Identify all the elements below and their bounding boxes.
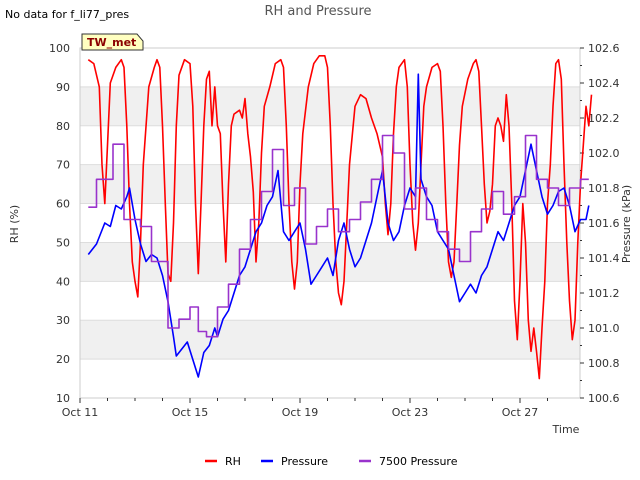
x-axis-label: Time: [552, 423, 580, 436]
series-lines: [87, 54, 593, 380]
y-left-tick-label: 80: [56, 120, 70, 133]
grid-bands: [80, 47, 580, 399]
y-left-tick-label: 30: [56, 314, 70, 327]
x-axis: Oct 11 Oct 15 Oct 19 Oct 23 Oct 27: [62, 398, 548, 419]
y-right-tick-label: 102.6: [588, 42, 620, 55]
y-left-tick-label: 100: [49, 42, 70, 55]
series-line: [87, 54, 593, 380]
chart-title: RH and Pressure: [264, 4, 371, 19]
x-tick-label: Oct 11: [62, 406, 99, 419]
y-left-tick-label: 90: [56, 81, 70, 94]
series-line: [88, 134, 589, 338]
y-axis-left: 10 20 30 40 50 60 70 80 90 100: [49, 42, 70, 405]
y-right-tick-label: 100.6: [588, 392, 620, 405]
no-data-note: No data for f_li77_pres: [5, 8, 129, 21]
y-right-tick-label: 102.0: [588, 147, 620, 160]
legend-label: 7500 Pressure: [379, 455, 458, 468]
grid-band: [80, 320, 580, 360]
y-left-tick-label: 20: [56, 353, 70, 366]
y-axis-right-label: Pressure (kPa): [620, 185, 633, 263]
y-right-tick-label: 102.4: [588, 77, 620, 90]
y-right-tick-label: 101.6: [588, 217, 620, 230]
x-tick-label: Oct 27: [502, 406, 539, 419]
y-left-tick-label: 70: [56, 159, 70, 172]
site-label: TW_met: [87, 36, 136, 49]
y-right-tick-label: 101.2: [588, 287, 620, 300]
legend-label: Pressure: [281, 455, 328, 468]
x-tick-label: Oct 19: [282, 406, 319, 419]
x-tick-label: Oct 23: [392, 406, 429, 419]
y-axis-right: 100.6 100.8 101.0 101.2 101.4 101.6 101.8 102.0…: [580, 42, 620, 405]
y-right-tick-label: 101.4: [588, 252, 620, 265]
x-tick-label: Oct 15: [172, 406, 209, 419]
y-left-tick-label: 60: [56, 198, 70, 211]
legend: RH Pressure 7500 Pressure: [205, 455, 458, 468]
y-right-tick-label: 101.0: [588, 322, 620, 335]
y-right-tick-label: 101.8: [588, 182, 620, 195]
y-left-tick-label: 50: [56, 236, 70, 249]
y-left-tick-label: 10: [56, 392, 70, 405]
y-right-tick-label: 100.8: [588, 357, 620, 370]
y-right-tick-label: 102.2: [588, 112, 620, 125]
y-axis-left-label: RH (%): [8, 205, 21, 243]
y-left-tick-label: 40: [56, 275, 70, 288]
site-label-box: TW_met: [81, 33, 144, 51]
grid-band: [80, 164, 580, 204]
legend-label: RH: [225, 455, 241, 468]
